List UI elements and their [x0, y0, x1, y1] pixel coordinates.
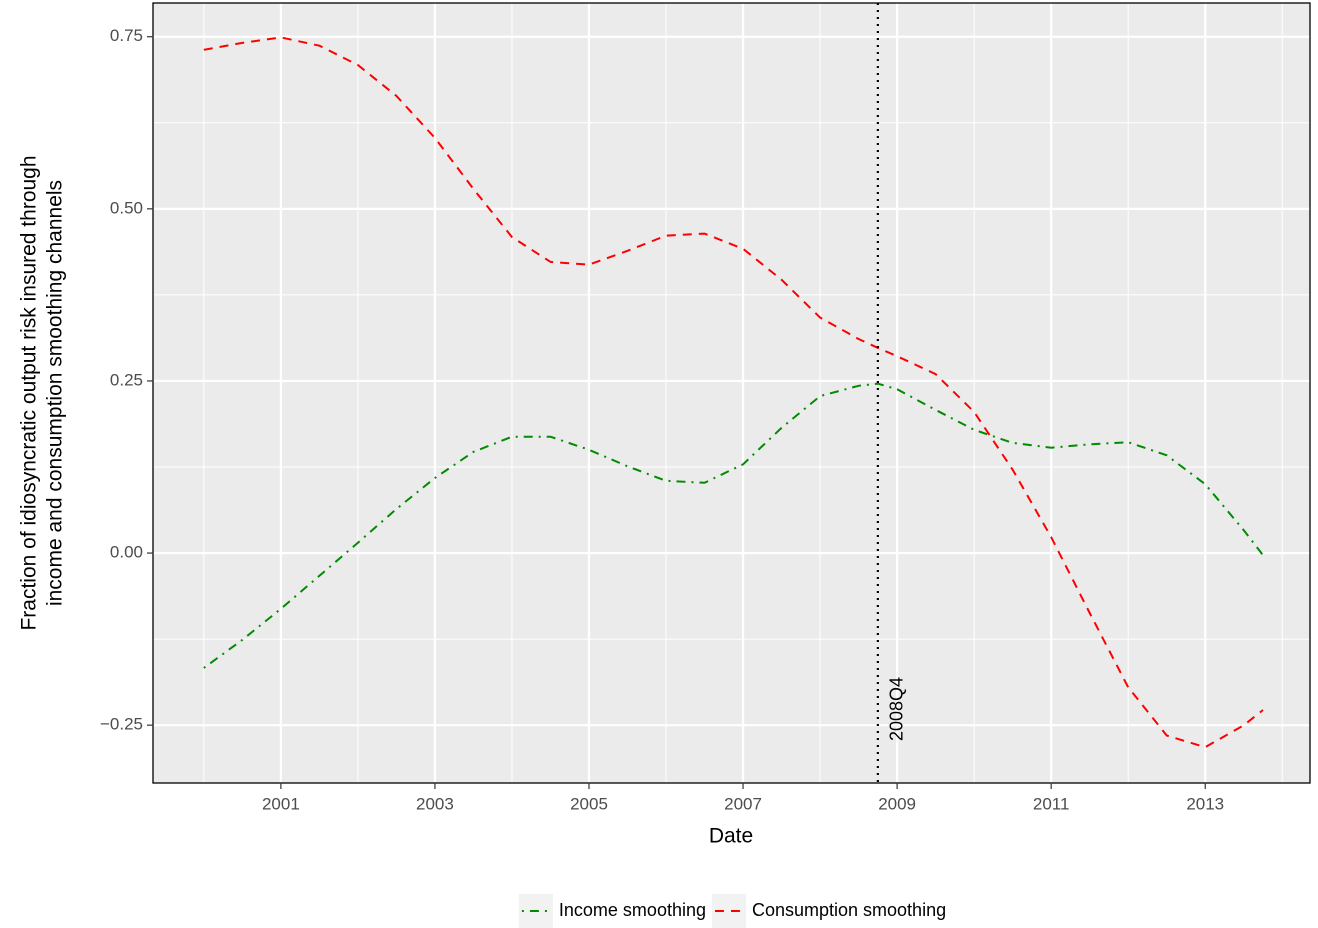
x-tick-label: 2007 — [724, 794, 762, 813]
y-tick-label: 0.50 — [110, 198, 143, 217]
plot: 2008Q4 — [203, 3, 1264, 783]
grid — [153, 3, 1310, 783]
y-axis-title: Fraction of idiosyncratic output risk in… — [18, 155, 41, 630]
legend: Income smoothing Consumption smoothing — [518, 894, 946, 928]
line-series — [203, 36, 1264, 749]
x-tick-label: 2011 — [1033, 794, 1070, 813]
legend-label: Consumption smoothing — [752, 900, 946, 920]
y-tick-label: −0.25 — [100, 715, 143, 734]
x-tick-label: 2013 — [1186, 794, 1224, 813]
panel — [153, 3, 1310, 783]
legend-item: Consumption smoothing — [711, 894, 946, 928]
legend-label: Income smoothing — [559, 900, 706, 920]
y-axis-title: income and consumption smoothing channel… — [44, 180, 67, 606]
x-tick-label: 2001 — [262, 794, 300, 813]
x-tick-label: 2005 — [570, 794, 608, 813]
x-axis-title: Date — [709, 825, 753, 848]
reference-label: 2008Q4 — [887, 677, 907, 741]
y-tick-label: 0.25 — [110, 370, 143, 389]
legend-item: Income smoothing — [518, 894, 706, 928]
y-tick-label: 0.00 — [110, 543, 143, 562]
x-tick-label: 2003 — [416, 794, 454, 813]
panel-border — [152, 2, 1311, 784]
line-series — [203, 382, 1264, 669]
y-tick-label: 0.75 — [110, 26, 143, 45]
x-tick-label: 2009 — [878, 794, 916, 813]
